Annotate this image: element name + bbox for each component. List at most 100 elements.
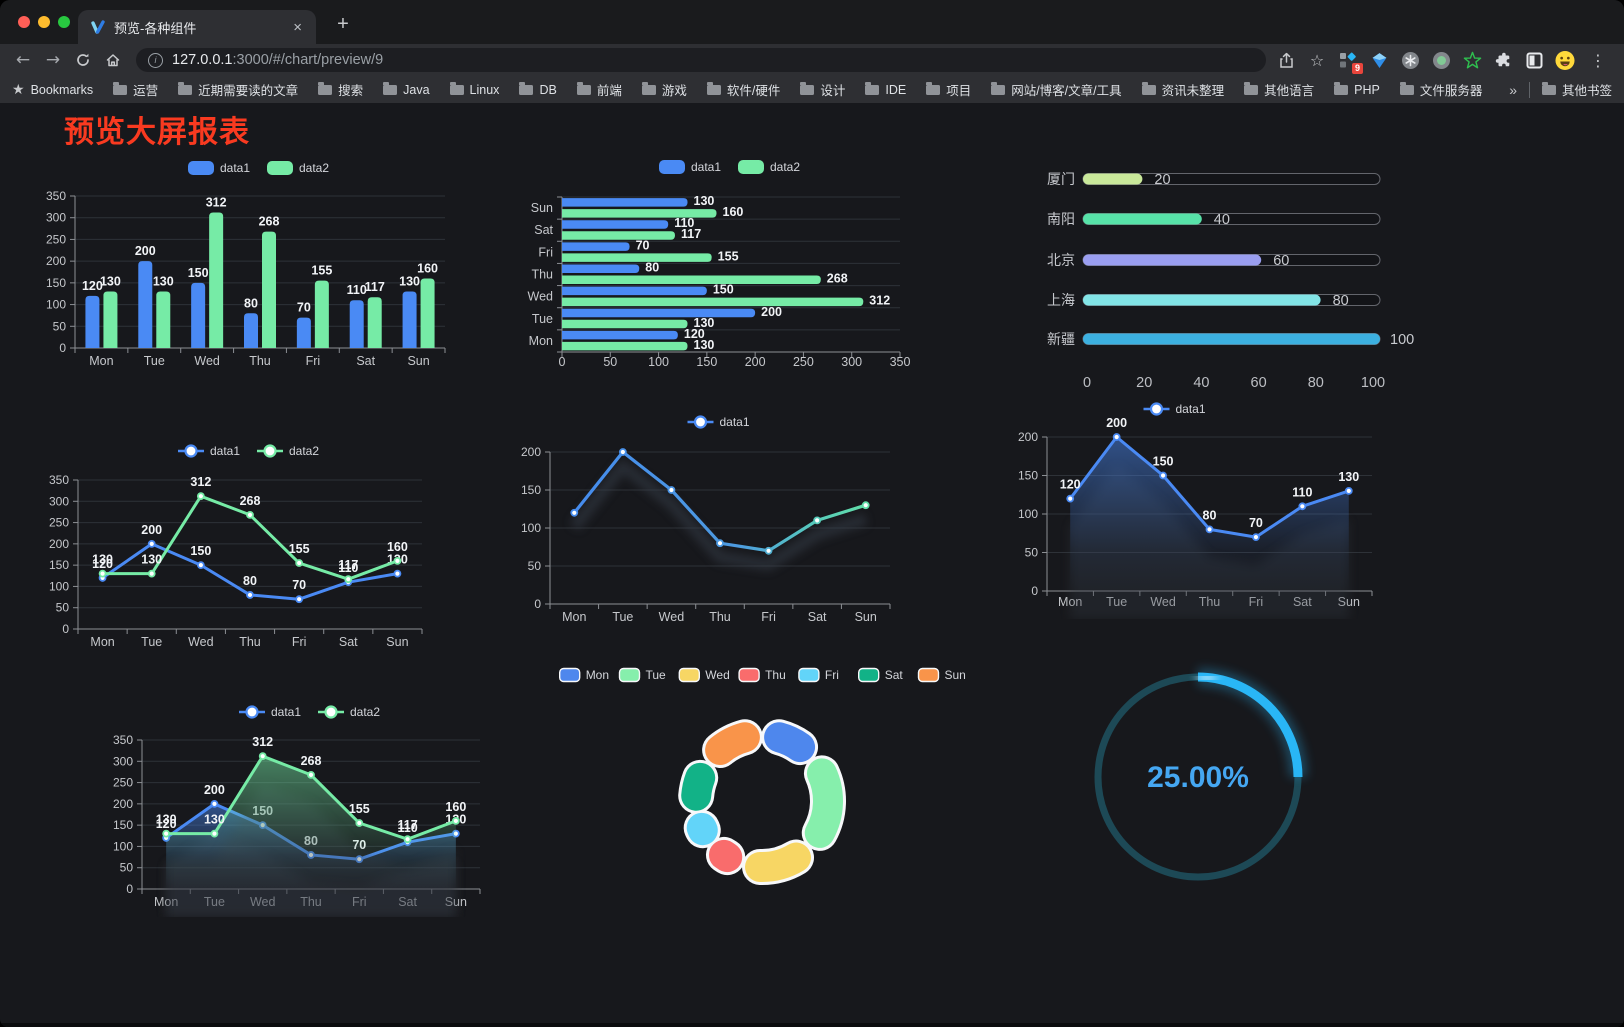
svg-text:100: 100 (49, 579, 69, 593)
two-series-line-chart[interactable]: 0 50 100 150 200 250 300 350 Mon Tue Wed Thu Fri Sat S… (40, 436, 455, 654)
gem-extension-icon[interactable] (1369, 50, 1389, 70)
bookmark-folder-item[interactable]: 项目 (926, 80, 971, 99)
bookmark-folder-item[interactable]: PHP (1334, 81, 1380, 97)
svg-text:data1: data1 (271, 705, 301, 719)
svg-text:200: 200 (1018, 430, 1038, 444)
share-icon[interactable] (1276, 50, 1296, 70)
forward-arrow-icon[interactable]: → (45, 50, 61, 70)
bookmark-folder-item[interactable]: IDE (865, 81, 906, 97)
reload-icon[interactable] (70, 47, 96, 73)
grouped-bar-chart[interactable]: 0 50 100 150 200 250 300 350 Mon Tue Wed Thu Fri Sat S… (38, 149, 453, 374)
close-window-button[interactable] (18, 16, 30, 28)
profile-avatar[interactable] (1555, 50, 1575, 70)
svg-text:312: 312 (869, 294, 890, 308)
svg-text:160: 160 (417, 262, 438, 276)
svg-text:160: 160 (445, 800, 466, 814)
svg-text:50: 50 (1025, 546, 1039, 560)
svg-text:0: 0 (534, 597, 541, 611)
svg-text:100: 100 (1361, 375, 1385, 391)
bookmark-folder-label: Linux (469, 82, 500, 97)
svg-text:Mon: Mon (529, 334, 553, 348)
bookmark-folder-item[interactable]: Java (383, 81, 430, 97)
svg-text:Mon: Mon (90, 635, 114, 649)
zoom-window-button[interactable] (58, 16, 70, 28)
recorder-extension-icon[interactable] (1431, 50, 1451, 70)
folder-icon (383, 81, 398, 95)
svg-text:上海: 上海 (1047, 292, 1075, 308)
tab-close-icon[interactable]: × (293, 18, 302, 36)
bookmark-folder-item[interactable]: 前端 (576, 80, 622, 99)
bookmark-folder-item[interactable]: 软件/硬件 (706, 80, 780, 99)
bookmark-folder-item[interactable]: 资讯未整理 (1141, 80, 1224, 99)
svg-text:20: 20 (1154, 172, 1170, 188)
site-info-icon[interactable]: i (148, 52, 163, 68)
bookmarks-label: Bookmarks (30, 82, 94, 97)
toolbar: ← → i 127.0.0.1:3000/#/chart/preview/9 ☆… (0, 44, 1624, 76)
svg-text:Thu: Thu (249, 354, 271, 368)
browser-tab[interactable]: 预览-各种组件 × (78, 10, 316, 44)
svg-text:150: 150 (696, 355, 717, 369)
asterisk-extension-icon[interactable] (1400, 50, 1420, 70)
folder-icon (1141, 81, 1156, 95)
svg-text:80: 80 (243, 574, 257, 588)
svg-text:155: 155 (311, 264, 332, 278)
svg-text:data1: data1 (210, 444, 240, 458)
svg-text:Tue: Tue (646, 668, 667, 682)
svg-text:南阳: 南阳 (1047, 211, 1075, 227)
weekday-donut-chart[interactable]: Mon Tue Wed Thu Fri Sat Sun (552, 637, 972, 895)
svg-text:110: 110 (397, 821, 417, 835)
svg-text:350: 350 (113, 733, 133, 747)
back-arrow-icon[interactable]: ← (15, 50, 31, 70)
svg-text:130: 130 (694, 316, 715, 330)
svg-text:Thu: Thu (239, 635, 261, 649)
bookmark-folder-item[interactable]: 其他语言 (1244, 80, 1314, 99)
bookmark-folder-item[interactable]: 设计 (800, 80, 845, 99)
minimize-window-button[interactable] (38, 16, 50, 28)
svg-text:110: 110 (674, 216, 694, 230)
svg-text:130: 130 (399, 275, 420, 289)
home-icon[interactable] (100, 47, 126, 73)
svg-text:20: 20 (1136, 375, 1152, 391)
other-bookmarks-folder[interactable]: 其他书签 (1541, 80, 1612, 99)
svg-text:250: 250 (49, 516, 69, 530)
svg-text:150: 150 (1018, 469, 1038, 483)
bookmark-folder-item[interactable]: 文件服务器 (1399, 80, 1482, 99)
svg-text:Wed: Wed (659, 610, 685, 624)
grid-diamond-extension-icon[interactable]: 9 (1338, 50, 1363, 74)
svg-text:Sun: Sun (407, 354, 429, 368)
single-series-area-chart[interactable]: 0 50 100 150 200 Mon Tue Wed Thu Fri Sat Sun data1 12… (1008, 387, 1403, 619)
svg-text:300: 300 (841, 355, 862, 369)
bookmark-folder-item[interactable]: 搜索 (318, 80, 363, 99)
svg-text:Sat: Sat (356, 354, 375, 368)
bookmark-folder-item[interactable]: 近期需要读的文章 (178, 80, 298, 99)
bookmark-folder-item[interactable]: Linux (449, 81, 500, 97)
svg-text:Wed: Wed (194, 354, 220, 368)
svg-text:0: 0 (126, 882, 133, 896)
bookmarks-bar: ★ Bookmarks 运营 近期需要读的文章 搜索 Java Linux DB 前端 游戏 软… (0, 76, 1624, 103)
bookmark-folder-item[interactable]: 运营 (113, 80, 158, 99)
bookmarks-manager-item[interactable]: ★ Bookmarks (12, 82, 93, 98)
svg-text:80: 80 (1333, 293, 1349, 309)
reader-mode-extension-icon[interactable] (1524, 50, 1544, 70)
new-tab-button[interactable]: + (337, 13, 349, 35)
menu-dots-icon[interactable]: ⋮ (1590, 50, 1606, 70)
two-series-area-chart[interactable]: 0 50 100 150 200 250 300 350 Mon Tue Wed Thu Fri Sat S… (105, 696, 513, 917)
star-extension-icon[interactable] (1462, 50, 1482, 70)
bookmark-folder-item[interactable]: 游戏 (641, 80, 687, 99)
bookmark-folder-item[interactable]: DB (519, 81, 557, 97)
horizontal-bar-chart[interactable]: data1 data2 0 50 100 150 200 250 300 350 Mon Tue Wed… (502, 147, 917, 375)
puzzle-extensions-icon[interactable] (1493, 50, 1513, 70)
svg-text:60: 60 (1251, 375, 1267, 391)
percentage-gauge-chart[interactable]: 25.00% (1068, 647, 1328, 907)
gradient-line-chart[interactable]: 0 50 100 150 200 Mon Tue Wed Thu Fri Sat Sun data1 (502, 397, 917, 632)
bookmark-star-icon[interactable]: ☆ (1309, 50, 1325, 70)
bookmark-folder-item[interactable]: 网站/博客/文章/工具 (991, 80, 1122, 99)
svg-text:100: 100 (521, 521, 541, 535)
city-progress-bar-chart[interactable]: 厦门 20 南阳 40 北京 60 上海 80 新疆 100 0 20 40 60 80 100 (1030, 159, 1425, 391)
bookmarks-overflow-chevron[interactable]: » (1509, 81, 1517, 98)
folder-icon (1399, 81, 1414, 95)
svg-text:100: 100 (648, 355, 669, 369)
address-bar[interactable]: i 127.0.0.1:3000/#/chart/preview/9 (136, 48, 1266, 72)
folder-icon (178, 81, 193, 95)
